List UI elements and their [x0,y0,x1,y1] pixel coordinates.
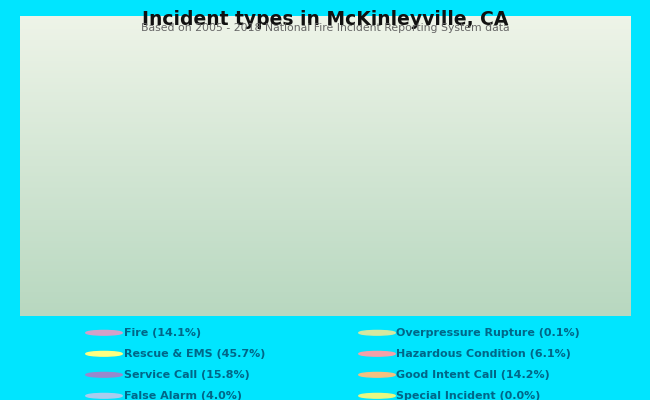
Text: Incident types in McKinleyville, CA: Incident types in McKinleyville, CA [142,10,508,29]
Wedge shape [452,278,571,310]
Text: Based on 2005 - 2018 National Fire Incident Reporting System data: Based on 2005 - 2018 National Fire Incid… [140,23,510,33]
Wedge shape [79,193,213,310]
Text: ● City-Data.com: ● City-Data.com [384,25,471,35]
Wedge shape [109,64,412,249]
Circle shape [359,330,395,335]
Circle shape [359,394,395,398]
Circle shape [359,372,395,377]
Circle shape [86,330,122,335]
Wedge shape [392,101,532,241]
Wedge shape [453,309,571,310]
Circle shape [86,352,122,356]
Text: Service Call (15.8%): Service Call (15.8%) [124,370,249,380]
Text: Rescue & EMS (45.7%): Rescue & EMS (45.7%) [124,349,265,359]
Text: Overpressure Rupture (0.1%): Overpressure Rupture (0.1%) [396,328,580,338]
Text: Special Incident (0.0%): Special Incident (0.0%) [396,391,541,400]
Text: Good Intent Call (14.2%): Good Intent Call (14.2%) [396,370,551,380]
Text: False Alarm (4.0%): False Alarm (4.0%) [124,391,242,400]
Circle shape [86,394,122,398]
Wedge shape [370,80,454,201]
Wedge shape [432,177,569,294]
Text: Fire (14.1%): Fire (14.1%) [124,328,201,338]
Circle shape [86,372,122,377]
Circle shape [359,352,395,356]
Text: Hazardous Condition (6.1%): Hazardous Condition (6.1%) [396,349,571,359]
